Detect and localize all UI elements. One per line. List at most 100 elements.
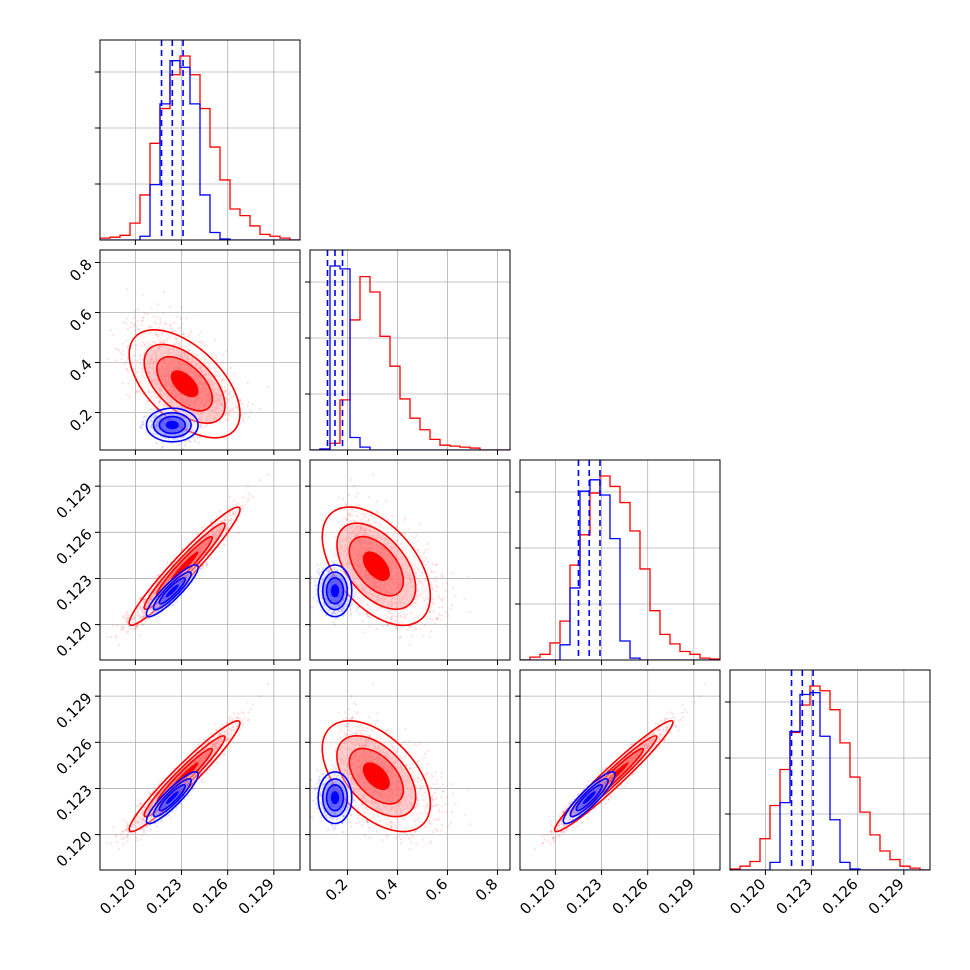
sample-point bbox=[148, 364, 151, 367]
sample-point bbox=[182, 436, 185, 439]
sample-point bbox=[139, 358, 142, 362]
sample-point bbox=[238, 398, 242, 401]
sample-point bbox=[200, 365, 203, 368]
sample-point bbox=[183, 353, 186, 356]
sample-point bbox=[170, 325, 173, 328]
sample-point bbox=[160, 393, 163, 396]
sample-point bbox=[157, 381, 160, 384]
sample-point bbox=[199, 424, 202, 427]
sample-point bbox=[198, 417, 201, 420]
sample-point bbox=[146, 313, 149, 316]
sample-point bbox=[153, 413, 156, 416]
sample-point bbox=[159, 417, 162, 420]
sample-point bbox=[141, 420, 144, 423]
sample-point bbox=[159, 385, 162, 388]
sample-point bbox=[210, 363, 213, 366]
sample-point bbox=[154, 355, 157, 358]
sample-point bbox=[198, 363, 201, 366]
sample-point bbox=[177, 433, 180, 436]
sample-point bbox=[131, 361, 134, 364]
sample-point bbox=[142, 600, 145, 603]
sample-point bbox=[189, 415, 193, 418]
sample-point bbox=[217, 399, 220, 402]
sample-point bbox=[227, 411, 230, 414]
sample-point bbox=[154, 353, 157, 356]
sample-point bbox=[210, 386, 213, 390]
sample-point bbox=[217, 540, 220, 543]
sample-point bbox=[221, 403, 224, 406]
sample-point bbox=[132, 325, 136, 328]
histogram-series-1 bbox=[100, 60, 300, 240]
sample-point bbox=[156, 316, 159, 319]
sample-point bbox=[132, 368, 135, 371]
sample-point bbox=[126, 327, 129, 330]
sample-point bbox=[178, 415, 181, 418]
sample-point bbox=[141, 374, 145, 377]
sample-point bbox=[162, 341, 165, 344]
sample-point bbox=[154, 592, 157, 595]
sample-point bbox=[193, 421, 196, 424]
sample-point bbox=[218, 400, 221, 403]
sample-point bbox=[156, 425, 159, 428]
sample-point bbox=[138, 339, 141, 342]
sample-point bbox=[157, 339, 160, 342]
sample-point bbox=[158, 430, 161, 433]
sample-point bbox=[156, 422, 159, 425]
sample-point bbox=[209, 367, 212, 370]
sample-point bbox=[193, 360, 196, 363]
sample-point bbox=[205, 419, 208, 422]
sample-point bbox=[204, 373, 207, 376]
sample-point bbox=[154, 358, 157, 361]
sample-point bbox=[151, 380, 154, 383]
sample-point bbox=[213, 537, 216, 540]
sample-point bbox=[177, 343, 180, 346]
sample-point bbox=[139, 335, 142, 338]
sample-point bbox=[159, 392, 162, 395]
sample-point bbox=[153, 590, 156, 593]
sample-point bbox=[243, 412, 246, 415]
sample-point bbox=[140, 427, 143, 430]
sample-point bbox=[213, 536, 216, 539]
sample-point bbox=[188, 424, 191, 427]
sample-point bbox=[217, 375, 220, 378]
sample-point bbox=[191, 360, 194, 363]
sample-point bbox=[220, 408, 223, 412]
sample-point bbox=[160, 389, 163, 392]
sample-point bbox=[232, 411, 235, 414]
sample-point bbox=[123, 363, 126, 366]
sample-point bbox=[117, 349, 121, 352]
sample-point bbox=[180, 431, 183, 434]
sample-point bbox=[142, 416, 145, 419]
sample-point bbox=[215, 398, 218, 402]
sample-point bbox=[138, 607, 141, 610]
sample-point bbox=[148, 376, 151, 379]
sample-point bbox=[211, 531, 214, 534]
sample-point bbox=[150, 381, 153, 384]
sample-point bbox=[192, 436, 195, 439]
sample-point bbox=[204, 535, 207, 538]
sample-point bbox=[214, 381, 217, 384]
sample-point bbox=[189, 441, 192, 444]
sample-point bbox=[175, 402, 178, 405]
sample-point bbox=[155, 588, 158, 591]
sample-point bbox=[156, 382, 159, 385]
sample-point bbox=[168, 413, 172, 416]
sample-point bbox=[216, 529, 219, 532]
sample-point bbox=[185, 357, 188, 360]
sample-point bbox=[170, 351, 173, 355]
sample-point bbox=[161, 335, 164, 338]
sample-point bbox=[158, 400, 161, 403]
sample-point bbox=[214, 523, 217, 526]
panel-frame bbox=[99, 39, 301, 241]
sample-point bbox=[212, 396, 215, 399]
sample-point bbox=[187, 348, 191, 351]
sample-point bbox=[204, 373, 207, 376]
sample-point bbox=[213, 539, 216, 543]
sample-point bbox=[200, 371, 203, 375]
sample-point bbox=[201, 365, 204, 369]
sample-point bbox=[140, 611, 143, 614]
sample-point bbox=[172, 347, 175, 350]
sample-point bbox=[185, 317, 188, 320]
sample-point bbox=[155, 379, 158, 382]
sample-point bbox=[187, 423, 190, 426]
